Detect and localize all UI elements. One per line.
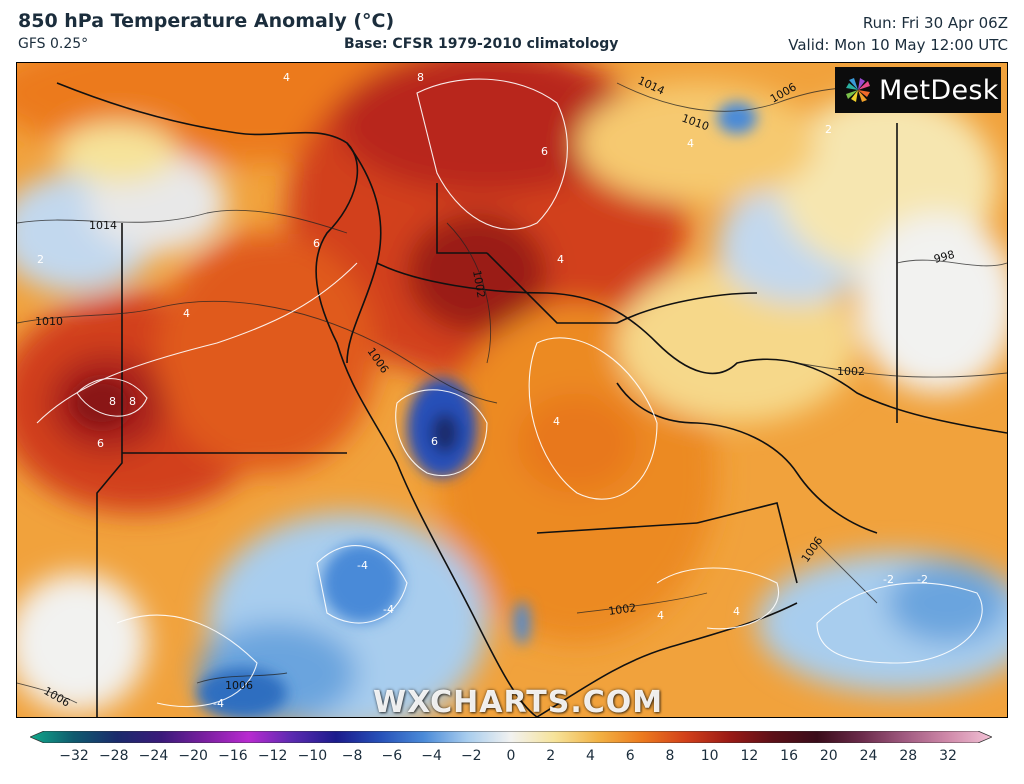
anomaly-label: 8 [109, 395, 116, 408]
anomaly-label: 4 [733, 605, 740, 618]
anomaly-label: 4 [283, 71, 290, 84]
anomaly-label: 4 [687, 137, 694, 150]
colorbar-tick: 32 [939, 748, 957, 764]
anomaly-label: 4 [183, 307, 190, 320]
isobar-label: 1014 [89, 219, 117, 232]
colorbar-tick-labels: −32 −28 −24 −20 −16 −12 −10 −8 −6 −4 −2 0 2 4 6 8 10 12 16… [30, 748, 992, 768]
anomaly-label: -4 [383, 603, 394, 616]
watermark: WXCHARTS.COM [373, 685, 664, 718]
anomaly-label: -4 [213, 697, 224, 710]
anomaly-label: -4 [357, 559, 368, 572]
colorbar-tick: −24 [138, 748, 169, 764]
valid-time: Valid: Mon 10 May 12:00 UTC [788, 36, 1008, 54]
colorbar-tick: −4 [421, 748, 442, 764]
colorbar-tick: −10 [297, 748, 328, 764]
logo-text: MetDesk [879, 74, 999, 106]
anomaly-label: 2 [37, 253, 44, 266]
anomaly-label: 6 [431, 435, 438, 448]
colorbar-tick: 24 [859, 748, 878, 764]
anomaly-label: 6 [313, 237, 320, 250]
anomaly-label: 8 [129, 395, 136, 408]
anomaly-label: 4 [553, 415, 560, 428]
anomaly-label: -2 [883, 573, 894, 586]
colorbar-tick: −12 [257, 748, 288, 764]
colorbar-tick: 28 [899, 748, 918, 764]
colorbar-bar [30, 731, 992, 743]
model-name: GFS 0.25° [18, 36, 89, 52]
isobar-label: 1002 [837, 365, 865, 378]
anomaly-label: 2 [825, 123, 832, 136]
colorbar-tick: −16 [218, 748, 248, 764]
anomaly-label: 4 [657, 609, 664, 622]
colorbar-tick: −28 [98, 748, 129, 764]
anomaly-label: -2 [917, 573, 928, 586]
colorbar-tick: −2 [460, 748, 482, 764]
anomaly-label: 6 [541, 145, 548, 158]
colorbar-tick: −8 [341, 748, 363, 764]
chart-header: 850 hPa Temperature Anomaly (°C) GFS 0.2… [0, 0, 1024, 62]
base-climatology: Base: CFSR 1979-2010 climatology [344, 36, 619, 52]
run-time: Run: Fri 30 Apr 06Z [862, 14, 1008, 32]
map-canvas: 1014 1010 1006 1002 998 1014 1010 1006 1… [17, 63, 1007, 717]
isobar-label: 1010 [35, 315, 63, 328]
isobar-label: 998 [932, 248, 956, 266]
colorbar-tick: 12 [740, 748, 759, 764]
anomaly-map: 1014 1010 1006 1002 998 1014 1010 1006 1… [16, 62, 1008, 718]
isobar-label: 1002 [470, 269, 488, 299]
colorbar-tick: 6 [625, 748, 635, 764]
anomaly-label: 8 [417, 71, 424, 84]
anomaly-contours [36, 78, 983, 708]
colorbar-tick: 8 [665, 748, 675, 764]
anomaly-label: 4 [557, 253, 564, 266]
metdesk-pinwheel-icon [846, 78, 870, 102]
metdesk-logo: MetDesk [835, 67, 1001, 113]
colorbar-tick: 0 [506, 748, 516, 764]
colorbar-tick: −20 [178, 748, 208, 764]
colorbar-tick: −32 [59, 748, 89, 764]
colorbar-tick: 20 [819, 748, 838, 764]
anomaly-label-group: 8 8 6 6 6 4 4 4 4 4 2 2 -2 -4 -4 -2 -4 8… [37, 71, 928, 710]
colorbar-tick: 10 [700, 748, 719, 764]
anomaly-cores [72, 102, 757, 717]
colorbar-tick: 4 [585, 748, 595, 764]
colorbar-tick: 16 [780, 748, 798, 764]
isobar-label: 1006 [225, 679, 253, 692]
colorbar-tick: 2 [546, 748, 556, 764]
chart-title: 850 hPa Temperature Anomaly (°C) [18, 10, 395, 32]
anomaly-label: 6 [97, 437, 104, 450]
colorbar [30, 731, 992, 743]
colorbar-tick: −6 [381, 748, 403, 764]
isobar-label: 1002 [608, 601, 638, 618]
